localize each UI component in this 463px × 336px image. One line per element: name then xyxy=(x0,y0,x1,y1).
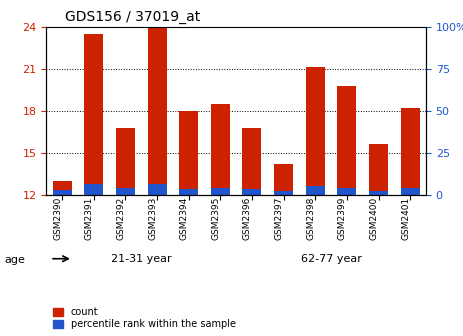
Bar xyxy=(338,86,357,195)
Text: GSM2394: GSM2394 xyxy=(180,197,189,240)
Bar xyxy=(179,189,198,195)
Text: GSM2398: GSM2398 xyxy=(306,197,315,240)
Text: GSM2399: GSM2399 xyxy=(338,197,347,240)
Bar xyxy=(84,34,103,195)
Bar xyxy=(84,184,103,195)
Bar xyxy=(211,104,230,195)
Text: GDS156 / 37019_at: GDS156 / 37019_at xyxy=(65,10,200,25)
Text: GSM2390: GSM2390 xyxy=(53,197,62,240)
Bar xyxy=(306,186,325,195)
Bar xyxy=(53,190,72,195)
Text: GSM2393: GSM2393 xyxy=(148,197,157,240)
Bar xyxy=(306,68,325,195)
Bar xyxy=(400,188,419,195)
Text: 21-31 year: 21-31 year xyxy=(111,254,171,264)
Bar xyxy=(53,181,72,195)
Bar xyxy=(243,128,262,195)
Text: GSM2392: GSM2392 xyxy=(116,197,125,240)
Bar xyxy=(400,108,419,195)
Text: GSM2395: GSM2395 xyxy=(211,197,220,240)
Bar xyxy=(274,164,293,195)
Bar xyxy=(274,191,293,195)
Text: GSM2396: GSM2396 xyxy=(243,197,252,240)
Bar xyxy=(179,111,198,195)
Bar xyxy=(116,188,135,195)
Text: GSM2391: GSM2391 xyxy=(85,197,94,240)
Bar xyxy=(148,184,167,195)
Text: 62-77 year: 62-77 year xyxy=(300,254,362,264)
Bar xyxy=(338,188,357,195)
Bar xyxy=(369,191,388,195)
Bar xyxy=(243,188,262,195)
Text: age: age xyxy=(5,255,25,265)
Legend: count, percentile rank within the sample: count, percentile rank within the sample xyxy=(51,305,238,331)
Text: GSM2400: GSM2400 xyxy=(369,197,378,240)
Text: GSM2401: GSM2401 xyxy=(401,197,410,240)
Bar xyxy=(116,128,135,195)
Bar xyxy=(148,27,167,195)
Bar xyxy=(369,144,388,195)
Bar xyxy=(211,188,230,195)
Text: GSM2397: GSM2397 xyxy=(275,197,283,240)
